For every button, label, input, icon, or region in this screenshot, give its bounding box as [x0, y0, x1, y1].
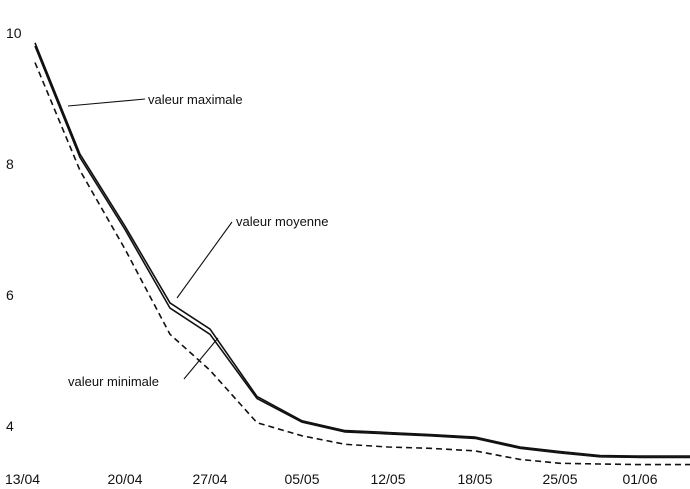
annotations: valeur maximale valeur moyenne valeur mi…: [67, 92, 329, 389]
x-axis-tick-labels: 13/04 20/04 27/04 05/05 12/05 18/05 25/05 01/06: [5, 471, 658, 487]
x-tick-label-01-06: 01/06: [622, 471, 657, 487]
y-tick-label-10: 10: [6, 25, 22, 41]
series-line-min: [34, 62, 690, 466]
y-tick-label-8: 8: [6, 156, 14, 172]
x-tick-label-05-05: 05/05: [284, 471, 319, 487]
x-tick-label-27-04: 27/04: [192, 471, 227, 487]
leader-line-min: [183, 337, 219, 380]
x-tick-label-25-05: 25/05: [542, 471, 577, 487]
series-line-mean: [34, 45, 690, 459]
series-line-max: [34, 42, 690, 457]
x-tick-label-20-04: 20/04: [107, 471, 142, 487]
x-tick-label-18-05: 18/05: [457, 471, 492, 487]
y-tick-label-4: 4: [6, 418, 14, 434]
y-axis-tick-labels: 10 8 6 4: [6, 25, 22, 434]
x-tick-label-12-05: 12/05: [370, 471, 405, 487]
annotation-max: valeur maximale: [148, 92, 243, 107]
annotation-min: valeur minimale: [68, 374, 159, 389]
x-tick-label-13-04: 13/04: [5, 471, 40, 487]
leader-line-mean: [176, 221, 233, 299]
annotation-mean: valeur moyenne: [236, 214, 329, 229]
series-lines: [34, 42, 690, 466]
y-tick-label-6: 6: [6, 287, 14, 303]
leader-line-max: [67, 98, 146, 107]
